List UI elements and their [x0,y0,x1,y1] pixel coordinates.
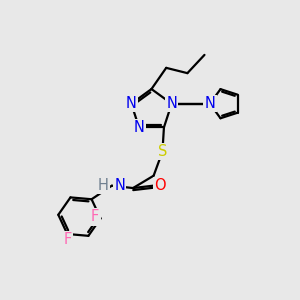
Text: H: H [98,178,109,193]
Text: S: S [158,144,167,159]
Text: N: N [134,120,144,135]
Text: O: O [154,178,166,193]
Text: N: N [205,96,215,111]
Text: F: F [63,232,71,247]
Text: N: N [205,96,215,111]
Text: N: N [166,96,177,111]
Text: F: F [91,209,99,224]
Text: N: N [126,96,137,111]
Text: N: N [114,178,125,193]
